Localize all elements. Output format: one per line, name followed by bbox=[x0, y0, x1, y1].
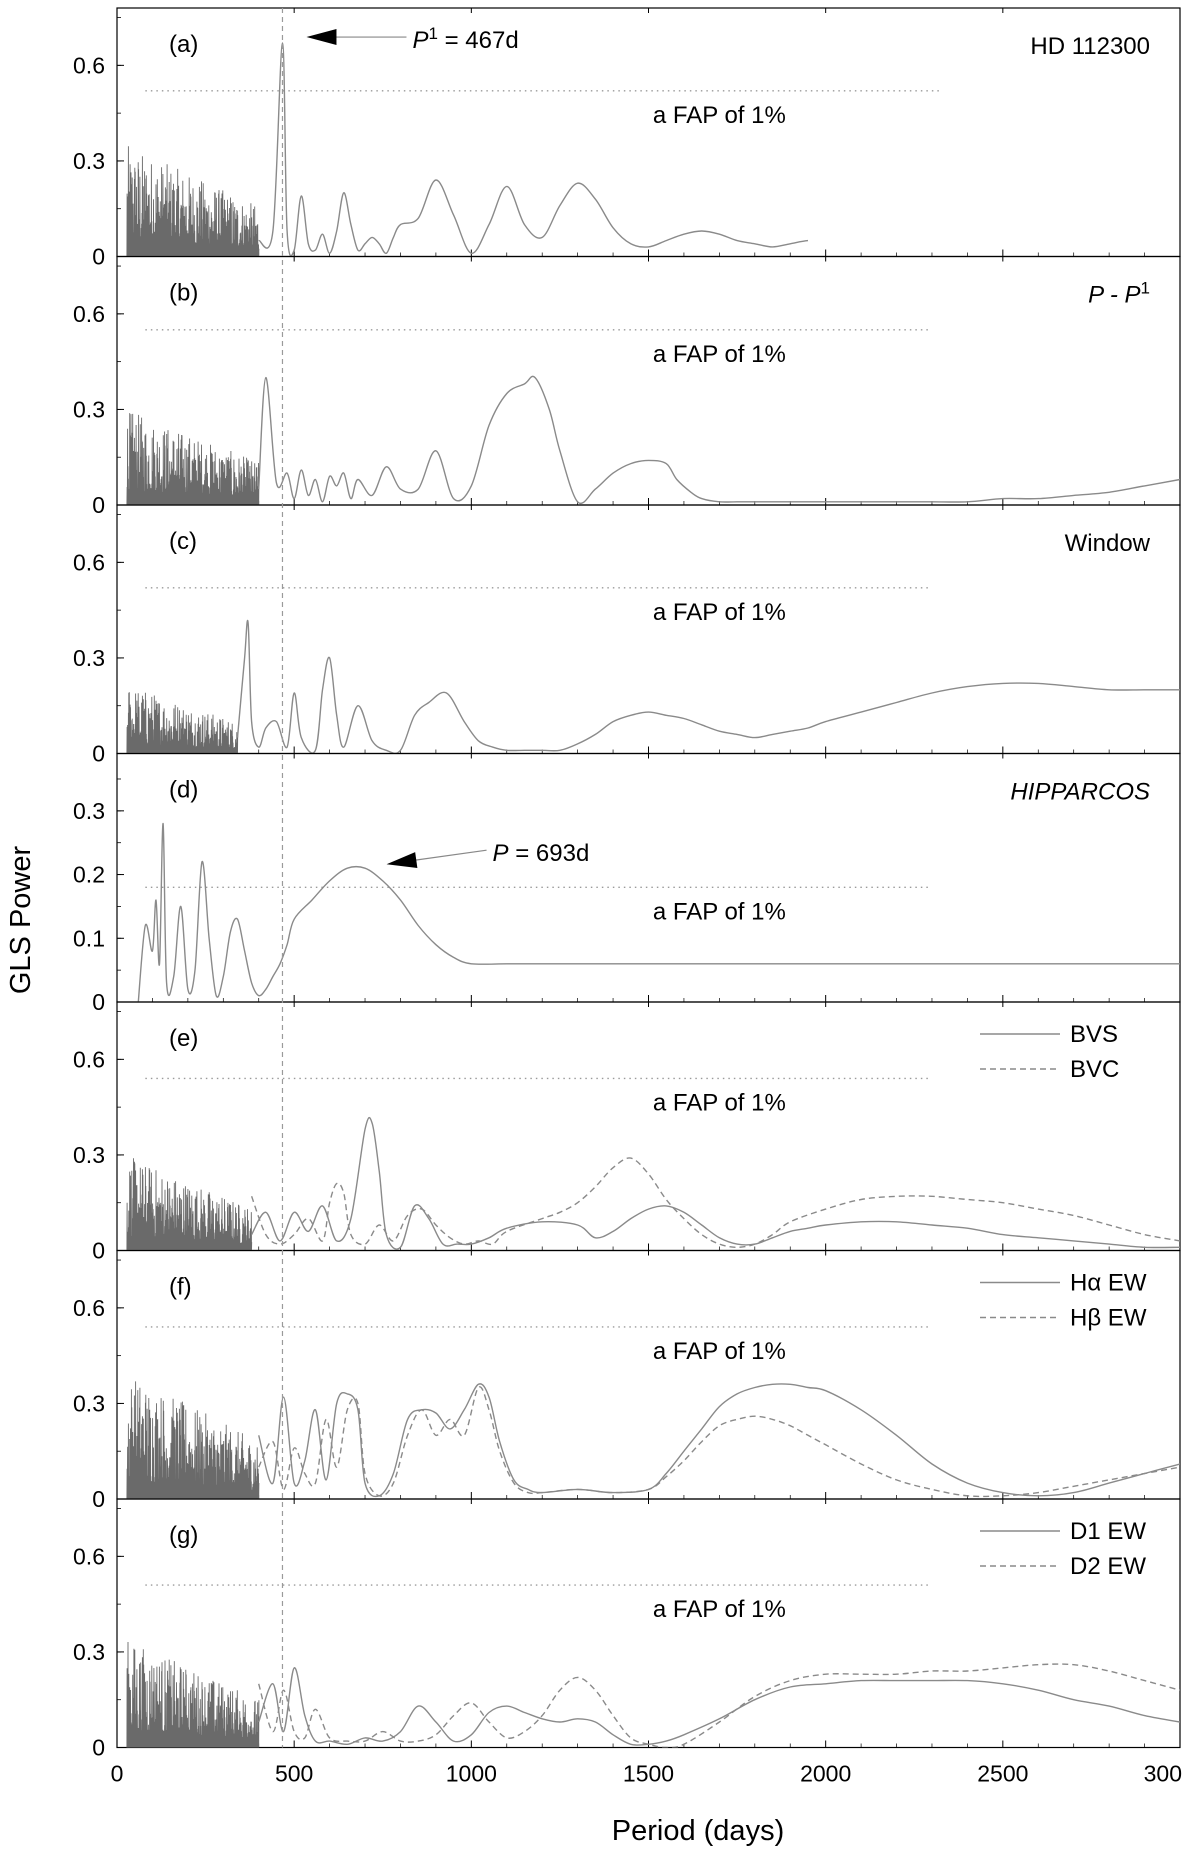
fap-label: a FAP of 1% bbox=[653, 1596, 786, 1623]
y-tick-label: 0.3 bbox=[73, 1390, 105, 1416]
panel-plot-area bbox=[126, 42, 809, 257]
panel-plot-area bbox=[126, 1381, 1180, 1499]
x-tick-label: 2500 bbox=[977, 1761, 1028, 1787]
panel-plot-area bbox=[126, 619, 1180, 754]
annotation-arrow-line bbox=[406, 849, 487, 862]
y-tick-label: 0 bbox=[92, 1735, 105, 1761]
legend-label: BVS bbox=[1070, 1021, 1118, 1048]
panel-frame bbox=[116, 1498, 1181, 1749]
y-tick-label: 0.3 bbox=[73, 1142, 105, 1168]
y-tick-label: 0.6 bbox=[73, 301, 105, 327]
panel-e: 0 0.3 0.6 a FAP of 1% (e) BVS BVC bbox=[73, 1001, 1181, 1264]
fap-label: a FAP of 1% bbox=[653, 599, 786, 626]
y-tick-label: 0 bbox=[92, 741, 105, 767]
short-period-forest bbox=[126, 1158, 253, 1251]
legend-label: Hβ EW bbox=[1070, 1305, 1147, 1332]
y-tick-label: 0.3 bbox=[73, 396, 105, 422]
y-tick-label: 0.6 bbox=[73, 1543, 105, 1569]
panel-letter: (b) bbox=[169, 280, 198, 307]
legend-label: Hα EW bbox=[1070, 1270, 1147, 1297]
x-tick-label: 1000 bbox=[446, 1761, 497, 1787]
series-line-c bbox=[236, 619, 1180, 754]
series-line-bvs bbox=[250, 1117, 1180, 1250]
panel-b: 0 0.3 0.6 a FAP of 1% (b) P - P1 bbox=[73, 255, 1181, 518]
panel-letter: (d) bbox=[169, 777, 198, 804]
y-tick-label: 0.3 bbox=[73, 1639, 105, 1665]
y-tick-label: 0.1 bbox=[73, 925, 105, 951]
panel-letter: (g) bbox=[169, 1522, 198, 1549]
series-line-hβ-ew bbox=[258, 1386, 1180, 1498]
y-tick-label: 0.6 bbox=[73, 1046, 105, 1072]
panel-plot-area bbox=[137, 822, 1180, 1002]
x-axis-title: Period (days) bbox=[612, 1815, 784, 1847]
legend-label: D1 EW bbox=[1070, 1518, 1146, 1545]
y-tick-label: 0 bbox=[92, 1486, 105, 1512]
panel-frame bbox=[116, 504, 1181, 755]
panel-d: 0 0.1 0.2 0.3 a FAP of 1% (d) HIPPARCOS P = 693… bbox=[73, 752, 1181, 1015]
short-period-forest bbox=[126, 413, 260, 505]
panel-frame bbox=[116, 7, 1181, 258]
legend-label: BVC bbox=[1070, 1056, 1119, 1083]
series-line-d2-ew bbox=[258, 1663, 1180, 1748]
panel-title: HIPPARCOS bbox=[1010, 779, 1150, 806]
y-tick-label: 0.6 bbox=[73, 52, 105, 78]
series-line-d bbox=[137, 822, 1180, 1002]
annotation-label: P = 693d bbox=[493, 840, 590, 867]
y-tick-label: 0.3 bbox=[73, 798, 105, 824]
x-axis: 0 500 1000 1500 2000 2500 300 bbox=[111, 1761, 1182, 1787]
y-tick-label: 0 bbox=[92, 492, 105, 518]
legend-label: D2 EW bbox=[1070, 1553, 1146, 1580]
series-line-a bbox=[258, 42, 809, 257]
annotation-label: P1 = 467d bbox=[412, 24, 518, 55]
short-period-forest bbox=[126, 692, 239, 754]
panel-letter: (a) bbox=[169, 31, 198, 58]
panel-g: 0 0.3 0.6 a FAP of 1% (g) D1 EW D2 EW bbox=[73, 1498, 1181, 1761]
series-line-bvc bbox=[250, 1157, 1180, 1249]
fap-label: a FAP of 1% bbox=[653, 898, 786, 925]
series-line-hα-ew bbox=[258, 1383, 1180, 1498]
panel-title: HD 112300 bbox=[1030, 33, 1150, 60]
panel-letter: (e) bbox=[169, 1025, 198, 1052]
fap-label: a FAP of 1% bbox=[653, 1338, 786, 1365]
short-period-forest bbox=[126, 146, 260, 257]
annotation-arrow-head bbox=[306, 29, 337, 46]
y-tick-label: 0.6 bbox=[73, 549, 105, 575]
annotation-arrow-head bbox=[386, 852, 418, 868]
panel-letter: (f) bbox=[169, 1274, 192, 1301]
fap-label: a FAP of 1% bbox=[653, 341, 786, 368]
y-tick-label: 0 bbox=[92, 1238, 105, 1264]
y-tick-label: 0 bbox=[92, 244, 105, 270]
panel-f: 0 0.3 0.6 a FAP of 1% (f) Hα EW Hβ EW bbox=[73, 1249, 1181, 1512]
series-line-b bbox=[258, 375, 1180, 504]
panel-plot-area bbox=[126, 1117, 1180, 1251]
short-period-forest bbox=[126, 1641, 260, 1748]
fap-label: a FAP of 1% bbox=[653, 102, 786, 129]
y-tick-label: 0.6 bbox=[73, 1295, 105, 1321]
panel-letter: (c) bbox=[169, 528, 197, 555]
y-tick-label: 0.2 bbox=[73, 862, 105, 888]
panel-title: Window bbox=[1065, 530, 1151, 557]
series-line-d1-ew bbox=[258, 1667, 1180, 1746]
x-tick-label: 2000 bbox=[800, 1761, 851, 1787]
x-tick-label: 0 bbox=[111, 1761, 124, 1787]
panel-a: 0 0.3 0.6 a FAP of 1% (a) HD 112300 P1 = 467d bbox=[73, 7, 1181, 270]
y-axis-title: GLS Power bbox=[5, 846, 37, 995]
panel-frame bbox=[116, 1001, 1181, 1252]
x-tick-label: 500 bbox=[275, 1761, 313, 1787]
panel-title: P - P1 bbox=[1088, 278, 1150, 309]
panel-plot-area bbox=[126, 375, 1180, 505]
y-tick-label: 0.3 bbox=[73, 645, 105, 671]
panel-frame bbox=[116, 255, 1181, 506]
y-tick-label: 0 bbox=[92, 989, 105, 1015]
x-tick-label: 300 bbox=[1144, 1761, 1182, 1787]
panel-c: 0 0.3 0.6 a FAP of 1% (c) Window bbox=[73, 504, 1181, 767]
y-tick-label: 0.3 bbox=[73, 148, 105, 174]
x-tick-label: 1500 bbox=[623, 1761, 674, 1787]
short-period-forest bbox=[126, 1381, 260, 1499]
fap-label: a FAP of 1% bbox=[653, 1089, 786, 1116]
panel-plot-area bbox=[126, 1641, 1180, 1748]
